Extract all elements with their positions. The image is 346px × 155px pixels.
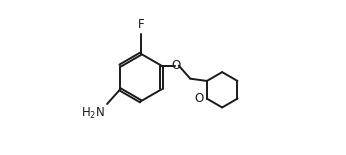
Text: O: O xyxy=(195,92,204,105)
Text: H$_2$N: H$_2$N xyxy=(81,106,105,121)
Text: F: F xyxy=(137,18,144,31)
Text: O: O xyxy=(171,59,181,72)
